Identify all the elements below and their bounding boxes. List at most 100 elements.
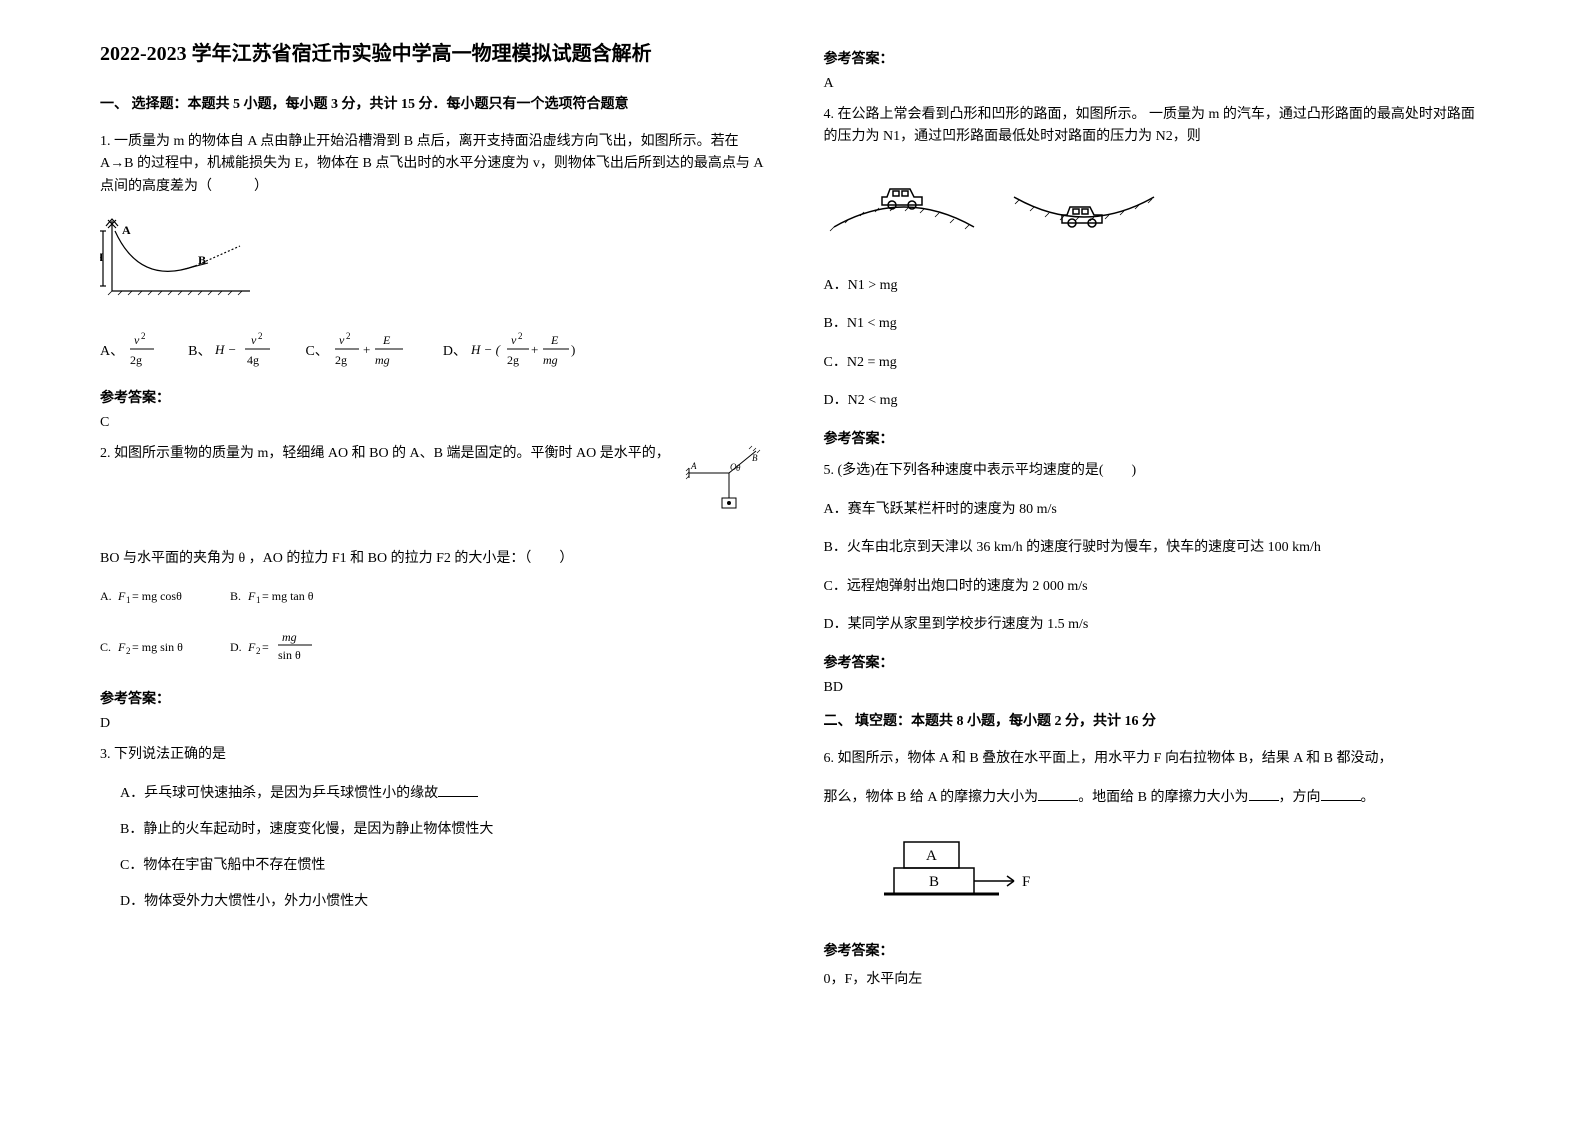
- question-5: 5. (多选)在下列各种速度中表示平均速度的是( ): [824, 460, 1488, 482]
- svg-text:v: v: [339, 333, 345, 347]
- q3-option-d: D．物体受外力大惯性小，外力小惯性大: [120, 890, 764, 910]
- svg-text:1: 1: [126, 595, 131, 605]
- q3-option-c: C．物体在宇宙飞船中不存在惯性: [120, 854, 764, 874]
- q1-options: A、 v22g B、 H −v24g C、 v22g+Emg D、 H − (v…: [100, 329, 764, 371]
- svg-text:=: =: [262, 640, 269, 654]
- q4-option-a: A．N1 > mg: [824, 275, 1488, 297]
- q3-answer: A: [824, 76, 1488, 92]
- q6-diagram: A B F: [884, 832, 1488, 917]
- q4-option-b: B．N1 < mg: [824, 313, 1488, 335]
- svg-text:v: v: [511, 333, 517, 347]
- svg-text:= mg sin θ: = mg sin θ: [132, 640, 183, 654]
- svg-text:C.: C.: [100, 640, 111, 654]
- question-4: 4. 在公路上常会看到凸形和凹形的路面，如图所示。 一质量为 m 的汽车，通过凸…: [824, 104, 1488, 149]
- svg-text:v: v: [251, 333, 257, 347]
- q4-diagram: [824, 167, 1488, 257]
- svg-text:F: F: [117, 589, 126, 603]
- svg-text:mg: mg: [282, 630, 297, 644]
- svg-text:= mg tan θ: = mg tan θ: [262, 589, 314, 603]
- question-3: 3. 下列说法正确的是: [100, 744, 764, 766]
- formula-icon: D. F2 = mg sin θ: [230, 627, 320, 667]
- svg-text:B: B: [752, 453, 758, 463]
- q1-option-c: C、 v22g+Emg: [305, 329, 412, 371]
- q1-answer: C: [100, 415, 764, 431]
- svg-text:A: A: [122, 223, 131, 237]
- formula-icon: v2 2g + Emg: [333, 329, 413, 371]
- svg-text:D.: D.: [230, 640, 242, 654]
- section1-header: 一、 选择题：本题共 5 小题，每小题 3 分，共计 15 分．每小题只有一个选…: [100, 93, 764, 113]
- svg-text:mg: mg: [543, 353, 558, 367]
- q3-option-a: A．乒乓球可快速抽杀，是因为乒乓球惯性小的缘故: [120, 782, 764, 802]
- svg-text:H − (: H − (: [471, 342, 501, 357]
- blank-underline: [1038, 787, 1078, 801]
- svg-text:v: v: [134, 333, 140, 347]
- question-6-text2: 那么，物体 B 给 A 的摩擦力大小为。地面给 B 的摩擦力大小为，方向。: [824, 787, 1488, 809]
- svg-text:2: 2: [518, 331, 523, 341]
- formula-icon: H − v2 4g: [215, 329, 275, 371]
- formula-icon: H − ( v2 2g + Emg): [471, 329, 581, 371]
- q2-answer: D: [100, 716, 764, 732]
- q5-option-c: C．远程炮弹射出炮口时的速度为 2 000 m/s: [824, 576, 1488, 598]
- q4-option-d: D．N2 < mg: [824, 390, 1488, 412]
- q5-option-d: D．某同学从家里到学校步行速度为 1.5 m/s: [824, 614, 1488, 636]
- q1-option-b: B、 H −v24g: [188, 329, 275, 371]
- q2-option-c: C. F2 = mg sin θ: [100, 637, 210, 662]
- svg-text:2g: 2g: [130, 353, 142, 367]
- page-title: 2022-2023 学年江苏省宿迁市实验中学高一物理模拟试题含解析: [100, 40, 764, 68]
- svg-text:2: 2: [256, 646, 261, 656]
- svg-text:mg: mg: [375, 353, 390, 367]
- svg-text:E: E: [550, 333, 559, 347]
- q2-option-d: D. F2 = mg sin θ: [230, 627, 320, 672]
- question-2: 2. 如图所示重物的质量为 m，轻细绳 AO 和 BO 的 A、B 端是固定的。…: [100, 443, 764, 531]
- answer-label: 参考答案：: [824, 652, 1488, 672]
- q4-option-c: C．N2 = mg: [824, 352, 1488, 374]
- blank-underline: [1321, 787, 1361, 801]
- svg-text:= mg cosθ: = mg cosθ: [132, 589, 182, 603]
- svg-text:2: 2: [258, 331, 263, 341]
- box-a-label: A: [926, 848, 937, 864]
- svg-text:): ): [571, 342, 575, 357]
- svg-text:H −: H −: [215, 342, 236, 357]
- formula-icon: A. F1 = mg cosθ: [100, 586, 210, 606]
- svg-text:θ: θ: [736, 463, 741, 473]
- svg-text:2: 2: [346, 331, 351, 341]
- svg-text:1: 1: [256, 595, 261, 605]
- svg-text:A.: A.: [100, 589, 112, 603]
- formula-icon: B. F1 = mg tan θ: [230, 586, 340, 606]
- svg-text:A: A: [690, 461, 697, 471]
- question-1: 1. 一质量为 m 的物体自 A 点由静止开始沿槽滑到 B 点后，离开支持面沿虚…: [100, 131, 764, 198]
- svg-text:F: F: [247, 589, 256, 603]
- q2-option-b: B. F1 = mg tan θ: [230, 586, 340, 611]
- answer-label: 参考答案：: [824, 428, 1488, 448]
- blank-underline: [438, 783, 478, 797]
- q2-option-a: A. F1 = mg cosθ: [100, 586, 210, 611]
- q5-answer: BD: [824, 680, 1488, 696]
- section2-header: 二、 填空题：本题共 8 小题，每小题 2 分，共计 16 分: [824, 710, 1488, 730]
- q5-option-b: B．火车由北京到天津以 36 km/h 的速度行驶时为慢车，快车的速度可达 10…: [824, 537, 1488, 559]
- svg-text:B.: B.: [230, 589, 241, 603]
- svg-text:2g: 2g: [335, 353, 347, 367]
- formula-icon: C. F2 = mg sin θ: [100, 637, 210, 657]
- answer-label: 参考答案：: [100, 387, 764, 407]
- svg-text:4g: 4g: [247, 353, 259, 367]
- svg-text:+: +: [531, 342, 538, 357]
- svg-text:F: F: [117, 640, 126, 654]
- q3-option-b: B．静止的火车起动时，速度变化慢，是因为静止物体惯性大: [120, 818, 764, 838]
- q2-text1: 2. 如图所示重物的质量为 m，轻细绳 AO 和 BO 的 A、B 端是固定的。…: [100, 446, 670, 461]
- svg-text:E: E: [382, 333, 391, 347]
- question-6-text1: 6. 如图所示，物体 A 和 B 叠放在水平面上，用水平力 F 向右拉物体 B，…: [824, 748, 1488, 770]
- svg-text:2: 2: [126, 646, 131, 656]
- svg-text:F: F: [247, 640, 256, 654]
- answer-label: 参考答案：: [824, 940, 1488, 960]
- svg-text:2g: 2g: [507, 353, 519, 367]
- svg-text:sin θ: sin θ: [278, 648, 301, 662]
- blank-underline: [1249, 787, 1279, 801]
- left-column: 2022-2023 学年江苏省宿迁市实验中学高一物理模拟试题含解析 一、 选择题…: [100, 40, 764, 1082]
- force-f-label: F: [1022, 874, 1030, 890]
- svg-text:+: +: [363, 342, 370, 357]
- formula-icon: v22g: [128, 329, 158, 371]
- q2-options-row2: C.F2 = mg sin θ D.F2 = mgsin θ: [100, 627, 764, 672]
- right-column: 参考答案： A 4. 在公路上常会看到凸形和凹形的路面，如图所示。 一质量为 m…: [824, 40, 1488, 1082]
- answer-label: 参考答案：: [100, 688, 764, 708]
- q6-answer: 0，F，水平向左: [824, 968, 1488, 988]
